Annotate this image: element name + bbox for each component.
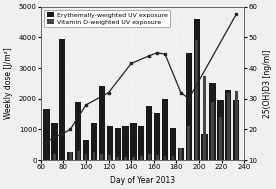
Y-axis label: 25(OH)D3 [ng/ml]: 25(OH)D3 [ng/ml] xyxy=(263,49,272,118)
Bar xyxy=(83,140,89,160)
Bar xyxy=(187,126,190,160)
Bar xyxy=(227,93,230,160)
Bar xyxy=(235,91,238,160)
Bar xyxy=(100,154,103,160)
Bar xyxy=(140,156,143,160)
Bar xyxy=(130,123,137,160)
Bar xyxy=(123,126,129,160)
Bar xyxy=(53,154,56,160)
Bar xyxy=(211,102,214,160)
Bar xyxy=(172,156,174,160)
Bar xyxy=(108,155,111,160)
Bar xyxy=(75,102,81,160)
Bar xyxy=(132,157,135,160)
Bar xyxy=(164,156,166,160)
Y-axis label: Weekly dose [J/m²]: Weekly dose [J/m²] xyxy=(4,47,13,119)
Bar xyxy=(146,106,152,160)
Bar xyxy=(193,19,200,160)
Bar xyxy=(154,112,160,160)
Bar xyxy=(107,126,113,160)
Bar xyxy=(138,126,144,160)
Bar xyxy=(51,123,57,160)
Bar xyxy=(203,76,206,160)
Bar xyxy=(156,155,159,160)
Bar xyxy=(217,100,224,160)
Bar xyxy=(148,154,151,160)
Bar xyxy=(233,100,239,160)
Bar xyxy=(219,117,222,160)
Legend: Erythemally-weighted UV exposure, Vitamin D-weighted UV exposure: Erythemally-weighted UV exposure, Vitami… xyxy=(44,10,170,27)
Bar xyxy=(116,157,119,160)
X-axis label: Day of Year 2013: Day of Year 2013 xyxy=(110,176,175,185)
Bar xyxy=(91,123,97,160)
Bar xyxy=(124,157,127,160)
Bar xyxy=(43,109,50,160)
Bar xyxy=(99,86,105,160)
Bar xyxy=(69,153,72,160)
Bar xyxy=(85,154,87,160)
Bar xyxy=(162,99,168,160)
Bar xyxy=(59,39,65,160)
Bar xyxy=(201,134,208,160)
Bar xyxy=(67,153,73,160)
Bar xyxy=(225,90,231,160)
Bar xyxy=(178,148,184,160)
Bar xyxy=(209,83,216,160)
Bar xyxy=(195,40,198,160)
Bar xyxy=(77,151,79,160)
Bar xyxy=(92,152,95,160)
Bar xyxy=(186,53,192,160)
Bar xyxy=(170,128,176,160)
Bar xyxy=(179,148,182,160)
Bar xyxy=(115,128,121,160)
